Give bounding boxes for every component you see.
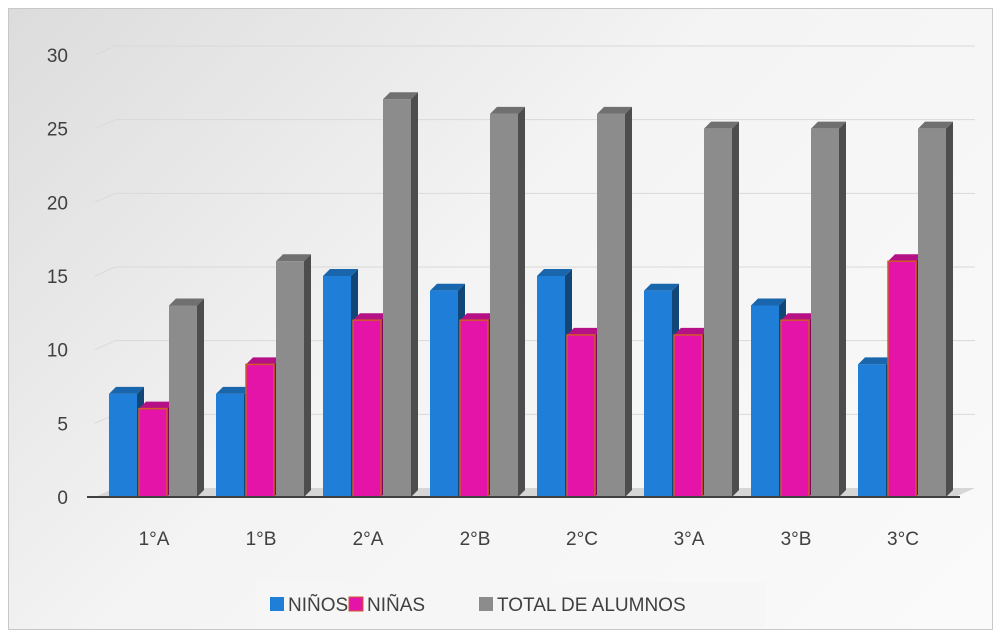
bar-total-de-alumnos-3 bbox=[490, 114, 518, 497]
bar-ni-as-6 bbox=[781, 320, 809, 497]
bar-ni-os-3 bbox=[430, 291, 458, 497]
bar-ni-as-1 bbox=[246, 364, 274, 497]
bar-ni-os-2 bbox=[323, 276, 351, 497]
bar-ni-as-3 bbox=[460, 320, 488, 497]
x-tick-label: 3°B bbox=[781, 529, 812, 550]
legend-label: NIÑOS bbox=[288, 594, 348, 616]
gridline-diagonal bbox=[95, 120, 115, 129]
x-tick-label: 3°C bbox=[887, 529, 919, 550]
bar-side bbox=[839, 122, 846, 497]
legend-swatch bbox=[479, 597, 493, 611]
x-tick-label: 3°A bbox=[674, 529, 705, 550]
bar-side bbox=[197, 298, 204, 497]
y-tick-label: 5 bbox=[57, 414, 68, 435]
bar-side bbox=[732, 122, 739, 497]
bar-ni-os-1 bbox=[216, 394, 244, 497]
bar-side bbox=[625, 107, 632, 497]
bar-total-de-alumnos-1 bbox=[276, 261, 304, 497]
y-tick-label: 30 bbox=[47, 46, 68, 67]
bar-total-de-alumnos-5 bbox=[704, 129, 732, 497]
bar-total-de-alumnos-7 bbox=[918, 129, 946, 497]
bar-ni-os-5 bbox=[644, 291, 672, 497]
y-tick-label: 25 bbox=[47, 120, 68, 141]
legend-swatch bbox=[270, 597, 284, 611]
gridline-diagonal bbox=[95, 341, 115, 350]
bar-ni-os-7 bbox=[858, 364, 886, 497]
legend-swatch bbox=[349, 597, 363, 611]
bar-ni-os-4 bbox=[537, 276, 565, 497]
bar-ni-as-7 bbox=[888, 261, 916, 497]
legend-label: TOTAL DE ALUMNOS bbox=[497, 595, 686, 616]
bar-ni-as-2 bbox=[353, 320, 381, 497]
y-tick-label: 15 bbox=[47, 267, 68, 288]
bar-ni-os-6 bbox=[751, 305, 779, 497]
y-tick-label: 20 bbox=[47, 193, 68, 214]
gridline-diagonal bbox=[95, 267, 115, 276]
bar-side bbox=[304, 254, 311, 497]
bar-total-de-alumnos-0 bbox=[169, 305, 197, 497]
bar-side bbox=[518, 107, 525, 497]
x-tick-label: 2°B bbox=[460, 529, 491, 550]
gridline-diagonal bbox=[95, 193, 115, 202]
bar-side bbox=[411, 92, 418, 497]
gridline-diagonal bbox=[95, 46, 115, 55]
bar-ni-as-5 bbox=[674, 335, 702, 497]
x-tick-label: 2°A bbox=[353, 529, 384, 550]
bar-total-de-alumnos-6 bbox=[811, 129, 839, 497]
y-tick-label: 10 bbox=[47, 341, 68, 362]
bar-ni-as-4 bbox=[567, 335, 595, 497]
x-tick-label: 1°A bbox=[139, 529, 170, 550]
bar-ni-os-0 bbox=[109, 394, 137, 497]
y-tick-label: 0 bbox=[57, 488, 68, 509]
bar-total-de-alumnos-4 bbox=[597, 114, 625, 497]
x-tick-label: 2°C bbox=[566, 529, 598, 550]
bar-ni-as-0 bbox=[139, 409, 167, 497]
x-tick-label: 1°B bbox=[246, 529, 277, 550]
legend-label: NIÑAS bbox=[367, 594, 425, 616]
bar-total-de-alumnos-2 bbox=[383, 99, 411, 497]
bar-side bbox=[946, 122, 953, 497]
